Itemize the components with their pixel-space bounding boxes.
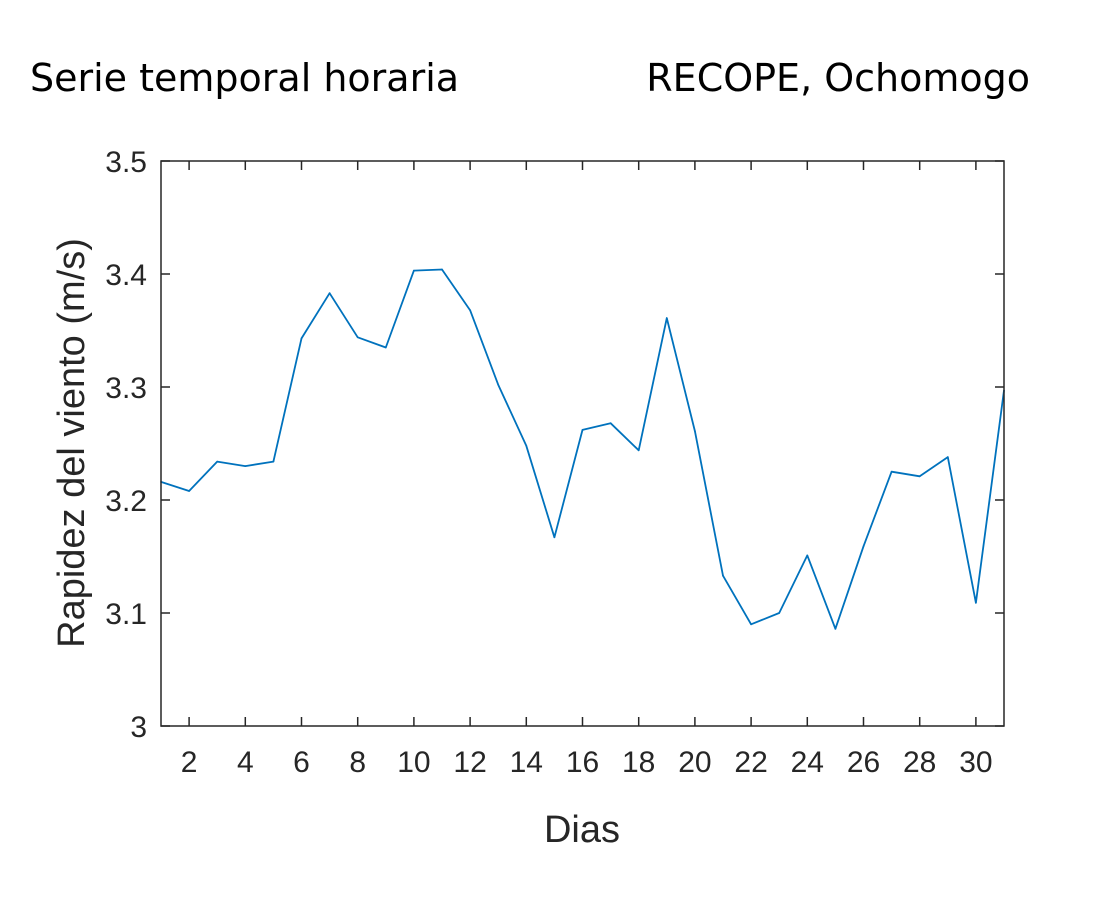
data-point: [525, 444, 528, 447]
data-point: [947, 456, 949, 458]
x-tick-label: 30: [959, 746, 992, 779]
data-point: [356, 336, 359, 339]
plot-area: [161, 161, 1004, 726]
x-tick-label: 4: [237, 746, 254, 779]
x-tick-label: 6: [293, 746, 310, 779]
y-tick-label: 3: [130, 711, 147, 744]
data-point: [975, 602, 977, 604]
data-point: [300, 337, 303, 340]
data-point: [890, 470, 893, 473]
y-tick-label: 3.4: [105, 259, 147, 292]
data-point: [834, 628, 837, 630]
x-tick-label: 14: [510, 746, 543, 779]
y-tick-label: 3.3: [105, 372, 147, 405]
data-point: [441, 268, 443, 271]
data-point: [497, 383, 500, 386]
data-point: [244, 465, 247, 467]
data-point: [469, 309, 471, 311]
x-tick-label: 12: [453, 746, 486, 779]
data-point: [553, 536, 556, 539]
data-point: [862, 545, 865, 548]
chart-title-right: RECOPE, Ochomogo: [646, 56, 1030, 100]
chart-title-left: Serie temporal horaria: [30, 56, 460, 100]
plot-frame: [160, 160, 1005, 727]
data-point: [216, 460, 218, 463]
x-tick-label: 2: [181, 746, 198, 779]
data-point: [609, 422, 612, 424]
x-tick-label: 22: [734, 746, 767, 779]
x-axis-label: Dias: [544, 809, 620, 851]
x-tick-label: 18: [622, 746, 655, 779]
data-point: [806, 554, 809, 557]
y-tick-label: 3.1: [105, 598, 147, 631]
data-point: [581, 429, 584, 431]
y-tick-label: 3.5: [105, 146, 147, 179]
data-point: [918, 475, 921, 478]
data-point: [666, 317, 668, 319]
data-point: [778, 612, 780, 614]
data-point: [328, 292, 331, 295]
data-point: [637, 449, 640, 452]
x-tick-label: 10: [397, 746, 430, 779]
x-tick-label: 28: [903, 746, 936, 779]
y-axis-label: Rapidez del viento (m/s): [51, 238, 93, 648]
x-tick-label: 20: [678, 746, 711, 779]
data-point: [188, 490, 190, 492]
y-tick-label: 3.2: [105, 485, 147, 518]
data-point: [694, 430, 696, 432]
x-tick-label: 24: [791, 746, 824, 779]
x-tick-label: 16: [566, 746, 599, 779]
data-point: [722, 574, 724, 577]
x-tick-label: 8: [349, 746, 366, 779]
data-point: [413, 269, 415, 272]
data-point: [385, 346, 387, 349]
x-tick-label: 26: [847, 746, 880, 779]
data-point: [750, 623, 752, 626]
data-point: [272, 460, 275, 463]
